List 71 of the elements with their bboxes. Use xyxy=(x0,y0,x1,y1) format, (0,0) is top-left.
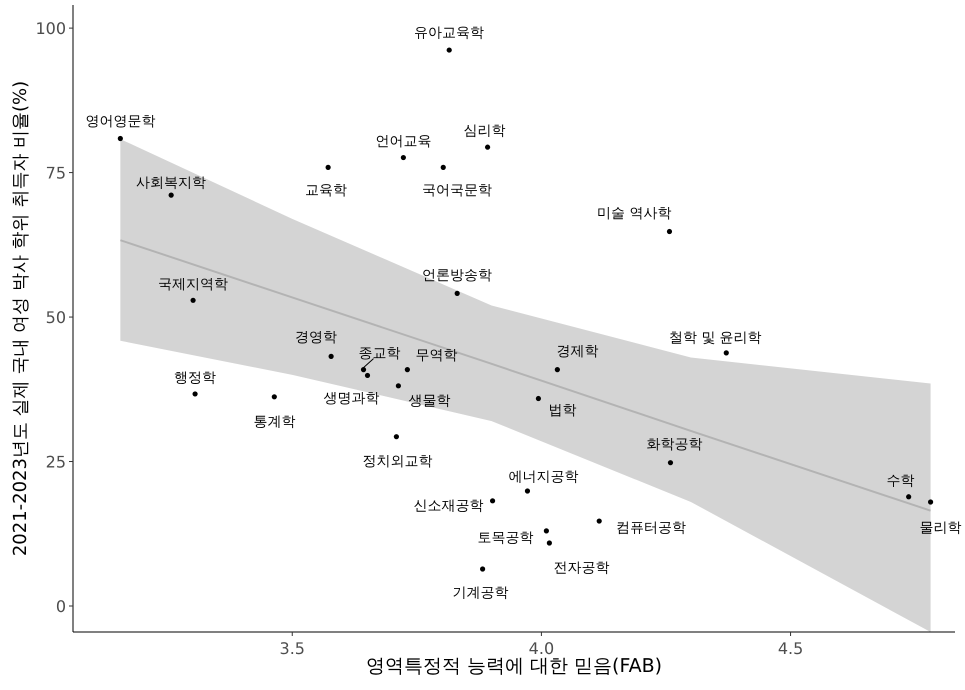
point xyxy=(554,367,560,372)
data-label: 교육학 xyxy=(305,182,348,198)
data-label: 전자공학 xyxy=(553,560,610,576)
point xyxy=(404,367,410,372)
data-label: 경영학 xyxy=(295,329,338,346)
data-label: 물리학 xyxy=(920,520,962,536)
data-label: 에너지공학 xyxy=(508,468,578,485)
point xyxy=(360,367,366,372)
data-label: 국어국문학 xyxy=(422,182,492,198)
data-label: 영어영문학 xyxy=(85,113,156,130)
data-label: 종교학 xyxy=(358,346,401,362)
y-axis-title: 2021-2023년도 실제 국내 여성 박사 학위 취득자 비율(%) xyxy=(10,80,31,556)
point xyxy=(484,144,490,150)
point xyxy=(536,396,542,402)
point xyxy=(190,298,196,303)
data-label: 신소재공학 xyxy=(414,498,484,514)
point xyxy=(668,460,674,466)
x-axis-title: 영역특정적 능력에 대한 믿음(FAB) xyxy=(366,655,662,677)
y-tick-label: 100 xyxy=(35,19,66,38)
point xyxy=(546,540,552,546)
data-label: 경제학 xyxy=(556,344,598,360)
point xyxy=(928,499,934,505)
data-label: 통계학 xyxy=(253,414,296,430)
point xyxy=(326,164,331,170)
data-label: 언어교육 xyxy=(375,134,432,150)
point xyxy=(906,494,912,500)
y-tick-label: 75 xyxy=(46,164,66,183)
point xyxy=(328,354,334,359)
data-label: 토목공학 xyxy=(477,530,534,546)
x-tick-label: 4.0 xyxy=(528,639,554,658)
data-label: 생물학 xyxy=(408,392,450,409)
point xyxy=(272,394,277,400)
data-label: 국제지역학 xyxy=(158,276,228,292)
point xyxy=(480,566,486,572)
point xyxy=(454,290,460,296)
data-label: 언론방송학 xyxy=(422,267,492,284)
point xyxy=(440,164,446,170)
data-label: 철학 및 윤리학 xyxy=(668,330,762,346)
data-label: 법학 xyxy=(548,402,576,419)
point xyxy=(396,383,401,388)
point xyxy=(596,518,602,524)
data-label: 정치외교학 xyxy=(362,454,432,470)
y-tick-label: 25 xyxy=(46,452,66,472)
data-label: 무역학 xyxy=(415,348,458,364)
data-label: 유아교육학 xyxy=(414,25,484,42)
line-series xyxy=(119,239,932,512)
data-label: 기계공학 xyxy=(452,585,509,602)
point xyxy=(192,391,198,397)
y-tick-label: 50 xyxy=(46,308,66,328)
data-label: 수학 xyxy=(886,472,915,489)
data-label: 컴퓨터공학 xyxy=(616,520,686,536)
x-tick-label: 4.5 xyxy=(778,639,804,658)
data-label: 미술 역사학 xyxy=(597,206,672,222)
y-tick-label: 0 xyxy=(56,596,66,616)
point xyxy=(490,498,496,504)
point xyxy=(724,350,729,356)
point xyxy=(394,434,399,440)
x-tick-label: 3.5 xyxy=(280,639,305,658)
data-label: 화학공학 xyxy=(646,436,702,453)
data-label: 사회복지학 xyxy=(136,175,206,192)
point xyxy=(446,47,452,53)
point xyxy=(118,136,123,142)
point xyxy=(168,192,174,198)
point xyxy=(544,528,549,534)
data-label: 심리학 xyxy=(464,123,506,140)
point xyxy=(400,154,406,160)
data-label: 생명과학 xyxy=(324,390,380,406)
point xyxy=(524,488,530,494)
point xyxy=(666,228,672,234)
point xyxy=(364,372,370,378)
data-label: 행정학 xyxy=(174,370,216,386)
